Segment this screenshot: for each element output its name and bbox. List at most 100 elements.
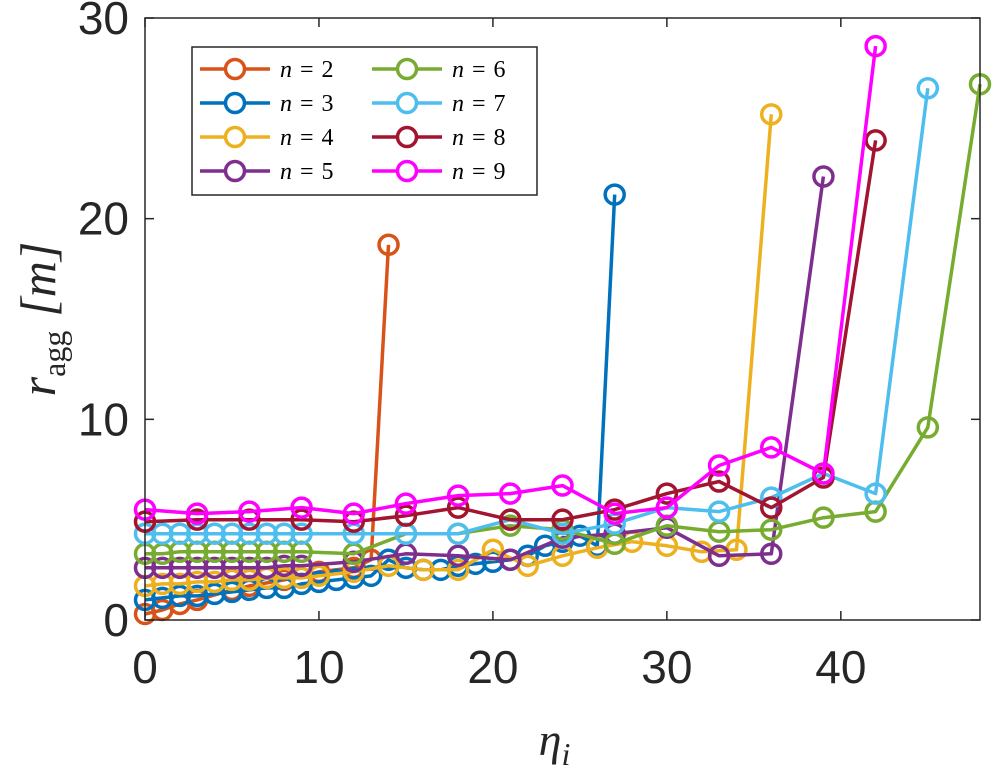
legend-marker xyxy=(395,91,419,115)
x-tick-label: 30 xyxy=(641,641,692,693)
axes: 0 10 20 30 40 0 10 20 30 ηi ragg [m] xyxy=(10,0,981,768)
legend-marker xyxy=(395,57,419,81)
legend-label-num: 8 xyxy=(494,125,506,151)
legend-label: n = 6 xyxy=(452,57,506,83)
legend-label-var: n xyxy=(452,159,464,185)
legend-marker xyxy=(223,159,247,183)
legend-entry: n = 8 xyxy=(372,125,506,151)
data-point xyxy=(864,482,887,505)
legend-label: n = 8 xyxy=(452,125,506,151)
data-point xyxy=(707,500,731,523)
x-tick-label: 40 xyxy=(815,641,866,693)
data-point xyxy=(446,496,470,519)
data-point xyxy=(551,522,574,545)
data-point xyxy=(446,544,470,568)
axes-box xyxy=(144,17,981,621)
y-axis-label: ragg [m] xyxy=(10,242,72,397)
legend-label-var: n xyxy=(452,91,464,117)
data-point xyxy=(864,34,887,58)
legend-entry: n = 2 xyxy=(200,57,334,83)
y-tick-label: 30 xyxy=(78,0,129,44)
legend-label-var: n xyxy=(280,91,292,117)
data-point xyxy=(499,482,522,505)
y-axis-label-main: r xyxy=(10,376,66,396)
x-axis-label-sub: i xyxy=(561,736,570,768)
legend-label-eq: = xyxy=(300,91,314,117)
x-tick-label: 20 xyxy=(467,641,518,693)
data-point xyxy=(760,103,783,126)
data-point xyxy=(499,508,522,531)
y-axis-label-unit: [m] xyxy=(10,242,66,317)
legend-label: n = 7 xyxy=(452,91,506,117)
series-7 xyxy=(133,76,940,545)
legend-label-num: 5 xyxy=(322,159,334,185)
x-tick-label: 0 xyxy=(132,641,158,693)
data-point xyxy=(916,76,940,100)
legend-marker xyxy=(223,125,247,149)
legend-label-var: n xyxy=(452,57,464,83)
data-point xyxy=(760,496,783,519)
legend-label-num: 2 xyxy=(322,57,334,83)
y-tick-label: 20 xyxy=(78,193,129,245)
y-tick-label: 10 xyxy=(78,393,129,445)
legend-label: n = 3 xyxy=(280,91,334,117)
data-point xyxy=(707,470,731,493)
data-point xyxy=(707,544,731,568)
data-point xyxy=(290,522,313,545)
legend-entry: n = 7 xyxy=(372,91,506,117)
data-point xyxy=(655,496,679,519)
data-point xyxy=(290,508,313,531)
legend-marker xyxy=(223,91,247,115)
data-point xyxy=(707,454,731,477)
legend: n = 2 n = 3 n = 4 n = 5 n = 6 n = 7 n = 8 n = 9 xyxy=(191,46,538,196)
data-point xyxy=(499,548,522,572)
data-point xyxy=(307,564,331,588)
data-point xyxy=(342,502,365,525)
legend-label-eq: = xyxy=(300,125,314,151)
data-point xyxy=(812,506,835,529)
data-point xyxy=(290,554,313,578)
legend-marker xyxy=(223,57,247,81)
legend-label-num: 9 xyxy=(494,159,506,185)
legend-label-eq: = xyxy=(472,57,486,83)
legend-label-eq: = xyxy=(472,125,486,151)
data-point xyxy=(760,436,783,459)
series-9 xyxy=(133,34,887,525)
data-point xyxy=(551,508,574,531)
legend-marker xyxy=(395,125,419,149)
data-point xyxy=(238,500,261,523)
legend-label-var: n xyxy=(452,125,464,151)
data-point xyxy=(394,492,418,515)
legend-entry: n = 9 xyxy=(372,159,506,185)
legend-entry: n = 4 xyxy=(200,125,334,151)
legend-entry: n = 6 xyxy=(372,57,506,83)
legend-marker xyxy=(395,159,419,183)
data-point xyxy=(760,518,783,541)
legend-label: n = 9 xyxy=(452,159,506,185)
data-point xyxy=(916,416,940,439)
data-point xyxy=(185,502,209,525)
legend-label-num: 7 xyxy=(494,91,506,117)
legend-label-eq: = xyxy=(472,91,486,117)
legend-label: n = 4 xyxy=(280,125,334,151)
data-point xyxy=(394,504,418,527)
data-point xyxy=(603,502,626,525)
legend-entry: n = 3 xyxy=(200,91,334,117)
series-line xyxy=(144,45,878,516)
data-point xyxy=(446,484,470,507)
data-point xyxy=(812,462,835,485)
y-axis-label-sub: agg xyxy=(36,331,72,377)
data-point xyxy=(760,542,783,566)
legend-label: n = 2 xyxy=(280,57,334,83)
data-point xyxy=(446,522,470,545)
legend-label-num: 4 xyxy=(322,125,334,151)
legend-label-eq: = xyxy=(300,159,314,185)
legend-label-var: n xyxy=(280,159,292,185)
series-line xyxy=(144,114,774,588)
data-point xyxy=(551,474,574,497)
data-point xyxy=(864,129,887,152)
legend-label: n = 5 xyxy=(280,159,334,185)
data-point xyxy=(412,558,435,582)
data-point xyxy=(290,496,313,519)
